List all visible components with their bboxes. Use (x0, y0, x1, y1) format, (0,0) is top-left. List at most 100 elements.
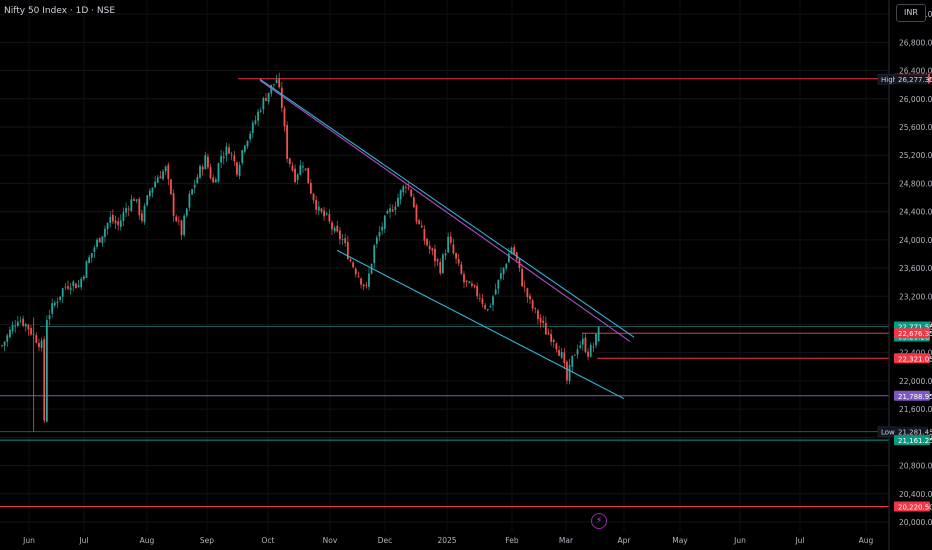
candle-body (38, 343, 40, 348)
candle-body (80, 278, 83, 288)
candle-body (328, 214, 331, 222)
candle-body (325, 213, 328, 215)
candle (241, 149, 244, 166)
candle-body (539, 317, 542, 323)
candle (225, 142, 228, 162)
candle-body (288, 158, 291, 164)
candle-body (378, 231, 381, 237)
candle-body (486, 309, 489, 311)
candle-body (418, 220, 421, 224)
time-tick-label: Oct (262, 536, 275, 545)
price-tag-value: 22,771.55 (898, 323, 932, 331)
trendline[interactable] (259, 78, 635, 338)
time-tick-label: Jul (794, 536, 804, 545)
candle (354, 266, 357, 278)
candle-body (212, 177, 215, 183)
candle-body (143, 205, 146, 223)
candle (405, 184, 407, 194)
candle (378, 226, 381, 241)
candle (111, 209, 114, 225)
candle-body (35, 335, 38, 343)
trendlines[interactable] (259, 78, 635, 400)
candle (109, 211, 112, 228)
candle-body (492, 296, 494, 305)
candle-body (82, 276, 85, 280)
candle (75, 282, 77, 289)
candle (119, 214, 122, 231)
price-tag-value: 26,277.35 (898, 76, 932, 84)
candle (193, 179, 196, 194)
candle (418, 218, 421, 225)
candle (307, 167, 310, 184)
candle (394, 201, 397, 216)
candle-body (399, 190, 402, 200)
candle (1, 344, 3, 348)
candle-body (56, 301, 59, 304)
candle (436, 258, 439, 267)
trendline[interactable] (336, 249, 625, 400)
candle (362, 284, 365, 291)
candle (257, 108, 259, 127)
candle-body (441, 254, 444, 274)
candle-body (77, 285, 80, 287)
candle (325, 211, 328, 216)
candle-body (217, 163, 220, 182)
candle (386, 209, 389, 214)
candle-body (473, 284, 476, 287)
price-tag-box (894, 353, 930, 364)
candle-body (27, 324, 30, 330)
price-axis[interactable]: 20,000.0020,400.0020,800.0021,200.0021,6… (899, 10, 932, 527)
candle-body (88, 257, 91, 263)
candle-body (96, 239, 98, 247)
candle-body (162, 171, 164, 180)
candle (526, 287, 529, 303)
candle-body (265, 98, 267, 101)
candle-body (125, 208, 127, 213)
currency-button[interactable]: INR (896, 4, 926, 22)
candle-body (243, 145, 246, 152)
candle (531, 298, 534, 312)
symbol-title[interactable]: Nifty 50 Index · 1D · NSE (4, 6, 116, 16)
candle (547, 328, 550, 335)
candle-body (185, 208, 188, 216)
candle (135, 199, 138, 204)
candle (61, 287, 64, 304)
time-axis[interactable]: Jun Jul Aug Sep Oct Nov Dec 2025 Feb Mar Apr May Jun… (22, 536, 873, 545)
candle-body (11, 324, 14, 332)
candle-body (291, 165, 294, 171)
price-tag-box (894, 435, 930, 446)
candle (3, 341, 6, 352)
candle (133, 197, 135, 202)
candle (146, 194, 149, 207)
candle-body (436, 259, 439, 262)
price-tick-label: 24,400.00 (899, 208, 932, 217)
candle (90, 252, 93, 263)
candle (6, 333, 9, 347)
candle (428, 240, 431, 254)
price-tag-value: 20,220.50 (898, 503, 932, 511)
candle (185, 207, 188, 219)
candle-body (513, 247, 516, 255)
price-tick-label: 25,600.00 (899, 123, 932, 132)
trendline[interactable] (259, 79, 631, 342)
candle (299, 160, 302, 176)
candle (444, 249, 447, 260)
candle (465, 280, 468, 288)
candle-body (43, 339, 46, 421)
candle-body (299, 165, 302, 176)
time-tick-label: Dec (378, 536, 393, 545)
candle-body (478, 298, 481, 300)
candle (573, 354, 576, 356)
candle-body (6, 335, 9, 342)
candle-body (183, 215, 186, 235)
candle-body (238, 164, 241, 176)
candle (463, 271, 465, 289)
candle (48, 309, 51, 326)
candle-body (426, 238, 428, 246)
flash-icon[interactable]: ⚡ (591, 513, 607, 529)
price-tick-label: 20,400.00 (899, 490, 932, 499)
candle-body (9, 329, 11, 338)
candle-body (90, 253, 93, 258)
candle-body (207, 156, 209, 168)
